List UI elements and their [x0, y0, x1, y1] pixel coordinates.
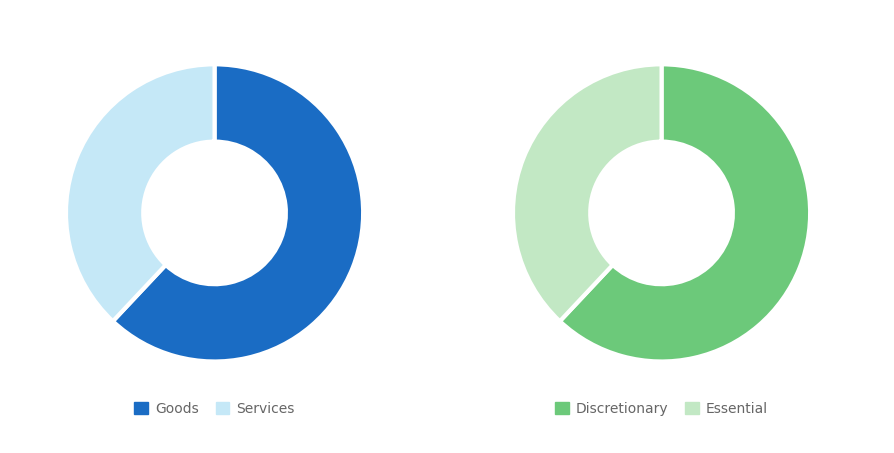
Legend: Goods, Services: Goods, Services [129, 396, 300, 421]
Wedge shape [560, 64, 810, 361]
Wedge shape [113, 64, 363, 361]
Wedge shape [66, 64, 215, 321]
Legend: Discretionary, Essential: Discretionary, Essential [550, 396, 773, 421]
Wedge shape [513, 64, 662, 321]
